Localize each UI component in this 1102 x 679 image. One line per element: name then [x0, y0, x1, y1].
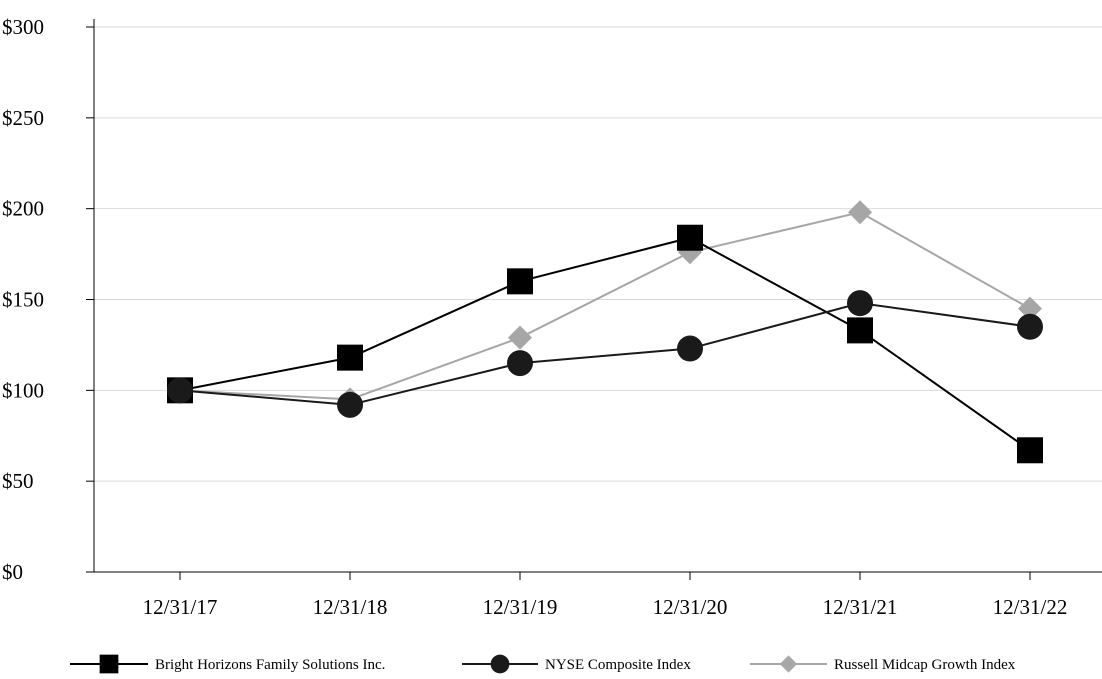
data-point-circle [337, 391, 363, 418]
data-point-circle [1017, 313, 1043, 340]
data-point-diamond [1018, 296, 1042, 321]
y-tick-label: $100 [2, 378, 44, 402]
x-tick-label: 12/31/22 [993, 595, 1068, 619]
legend-label: Bright Horizons Family Solutions Inc. [155, 657, 385, 673]
series-line-square [179, 236, 1031, 452]
x-tick-label: 12/31/17 [143, 595, 218, 619]
legend-label: NYSE Composite Index [545, 657, 691, 673]
data-point-circle [847, 290, 873, 317]
legend-marker-diamond [779, 655, 798, 673]
data-point-square [847, 317, 873, 344]
x-tick-label: 12/31/21 [823, 595, 898, 619]
y-tick-label: $0 [2, 560, 23, 584]
data-point-square [507, 268, 533, 295]
data-point-circle [167, 377, 193, 404]
x-tick-label: 12/31/20 [653, 595, 728, 619]
y-tick-label: $250 [2, 106, 44, 130]
legend: Bright Horizons Family Solutions Inc. NYS… [70, 654, 1016, 674]
series-line-circle [179, 302, 1031, 406]
gridlines [94, 26, 1102, 482]
data-point-square [677, 224, 703, 251]
data-point-diamond [508, 325, 532, 350]
y-tick-label: $50 [2, 469, 34, 493]
y-tick-label: $300 [2, 15, 44, 39]
legend-marker-circle [490, 654, 510, 674]
series-layer [167, 200, 1043, 464]
legend-label: Russell Midcap Growth Index [834, 657, 1016, 673]
data-point-square [337, 344, 363, 371]
x-tick-label: 12/31/18 [313, 595, 388, 619]
legend-marker-square [99, 654, 119, 674]
axes: $0 $50 $100 $150 $200 $250 $300 12/31/17 12/31/1… [2, 15, 1102, 619]
data-point-diamond [848, 200, 872, 225]
y-tick-label: $200 [2, 197, 44, 221]
x-tick-label: 12/31/19 [483, 595, 558, 619]
data-point-circle [507, 350, 533, 377]
data-point-circle [677, 335, 703, 362]
data-point-square [1017, 437, 1043, 464]
y-tick-label: $150 [2, 288, 44, 312]
series-line-diamond [179, 211, 1031, 401]
